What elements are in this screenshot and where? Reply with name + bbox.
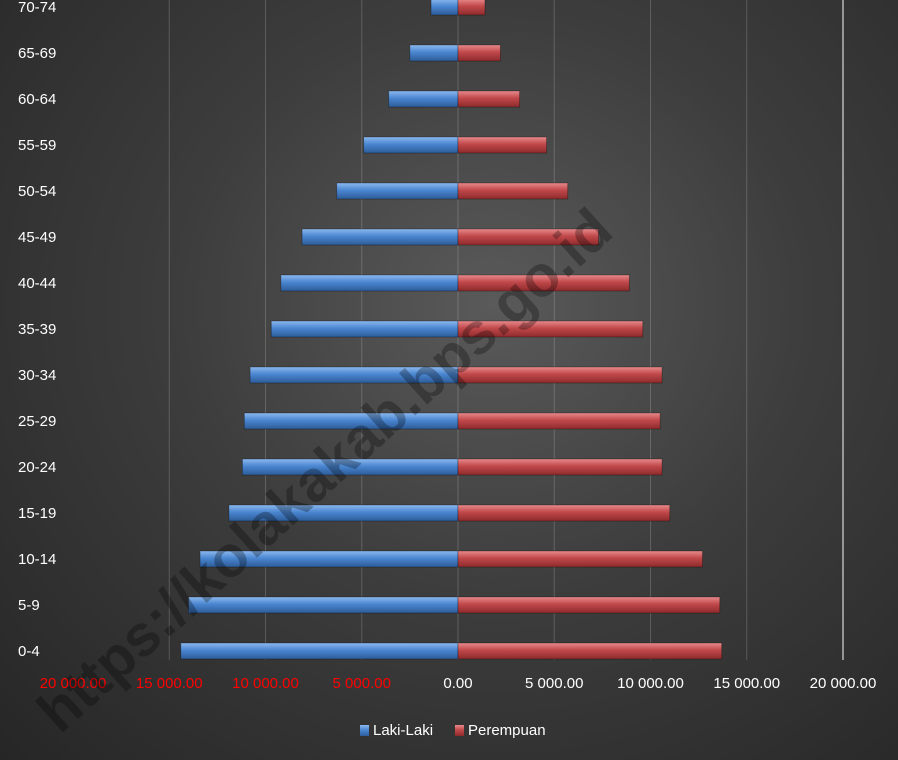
bar-perempuan-45-49	[457, 228, 599, 246]
bar-perempuan-5-9	[457, 596, 721, 614]
y-tick-label: 50-54	[18, 183, 56, 200]
x-tick-label: 0.00	[443, 675, 472, 692]
x-tick-label: 5 000.00	[525, 675, 583, 692]
y-tick-label: 15-19	[18, 505, 56, 522]
y-axis-ticks: 0-4 5-9 10-14 15-19 20-24 25-29 30-34 35-39 40-4…	[18, 0, 56, 660]
y-tick-label: 60-64	[18, 91, 56, 108]
y-tick-label: 20-24	[18, 459, 56, 476]
x-tick-label: 5 000.00	[333, 675, 391, 692]
y-tick-label: 30-34	[18, 367, 56, 384]
x-tick-label: 10 000.00	[617, 675, 684, 692]
bar-laki-laki-45-49	[301, 228, 459, 246]
y-tick-label: 40-44	[18, 275, 56, 292]
legend: Laki-Laki Perempuan	[360, 722, 546, 739]
bar-perempuan-50-54	[457, 182, 569, 200]
bar-laki-laki-55-59	[363, 136, 459, 154]
y-tick-label: 10-14	[18, 551, 56, 568]
bar-laki-laki-50-54	[336, 182, 459, 200]
bar-perempuan-70-74	[457, 0, 486, 16]
y-tick-label: 65-69	[18, 45, 56, 62]
bars	[180, 0, 723, 660]
bar-perempuan-0-4	[457, 642, 723, 660]
y-tick-label: 5-9	[18, 597, 40, 614]
x-tick-label: 20 000.00	[810, 675, 877, 692]
bar-laki-laki-0-4	[180, 642, 459, 660]
legend-label: Perempuan	[468, 722, 546, 739]
legend-swatch	[360, 725, 369, 736]
bar-laki-laki-60-64	[388, 90, 459, 108]
bar-perempuan-10-14	[457, 550, 703, 568]
legend-label: Laki-Laki	[373, 722, 433, 739]
bar-perempuan-20-24	[457, 458, 663, 476]
bar-laki-laki-40-44	[280, 274, 459, 292]
x-axis-ticks: 20 000.00 15 000.00 10 000.00 5 000.00 0.00 5…	[40, 675, 877, 692]
bar-perempuan-15-19	[457, 504, 671, 522]
y-tick-label: 45-49	[18, 229, 56, 246]
legend-swatch	[455, 725, 464, 736]
x-tick-label: 10 000.00	[232, 675, 299, 692]
x-tick-label: 20 000.00	[40, 675, 107, 692]
bar-perempuan-55-59	[457, 136, 547, 154]
bar-perempuan-60-64	[457, 90, 520, 108]
y-tick-label: 55-59	[18, 137, 56, 154]
bar-laki-laki-70-74	[430, 0, 459, 16]
bar-laki-laki-65-69	[409, 44, 459, 62]
x-tick-label: 15 000.00	[713, 675, 780, 692]
bar-perempuan-40-44	[457, 274, 630, 292]
bar-perempuan-65-69	[457, 44, 501, 62]
y-tick-label: 0-4	[18, 643, 40, 660]
bar-perempuan-25-29	[457, 412, 661, 430]
bar-perempuan-30-34	[457, 366, 663, 384]
y-tick-label: 35-39	[18, 321, 56, 338]
bar-perempuan-35-39	[457, 320, 644, 338]
y-tick-label: 70-74	[18, 0, 56, 16]
x-tick-label: 15 000.00	[136, 675, 203, 692]
y-tick-label: 25-29	[18, 413, 56, 430]
